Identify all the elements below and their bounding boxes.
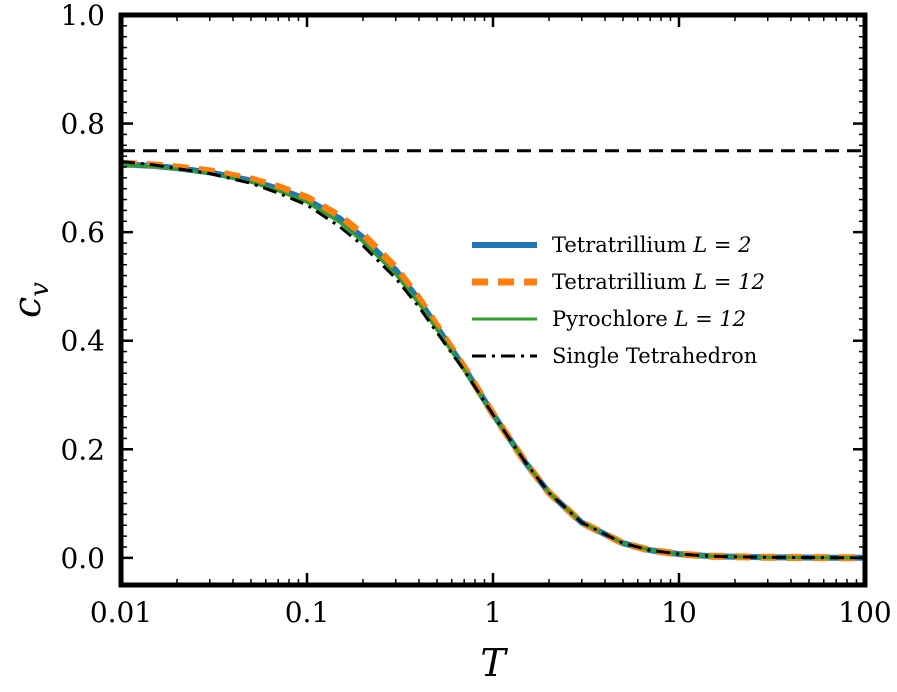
x-axis-title: T: [480, 641, 508, 685]
svg-text:cv: cv: [5, 282, 55, 318]
x-tick-label: 0.01: [90, 596, 152, 629]
legend-label-pyrochlore-l-12: Pyrochlore L = 12: [552, 307, 746, 331]
legend: Tetratrillium L = 2 Tetratrillium L = 12 P…: [472, 233, 765, 368]
x-tick-label: 1: [484, 596, 502, 629]
x-tick-label: 100: [838, 596, 891, 629]
y-tick-label: 0.4: [60, 325, 105, 358]
x-tick-labels: 0.01 0.1 1 10 100: [90, 596, 892, 629]
series-layer: [121, 159, 865, 562]
legend-label-tetratrillium-l-12: Tetratrillium L = 12: [552, 270, 765, 294]
y-tick-labels: 0.0 0.2 0.4 0.6 0.8 1.0: [60, 0, 105, 575]
y-tick-label: 0.8: [60, 108, 105, 141]
y-axis-title: cv: [5, 282, 55, 318]
major-ticks: [119, 13, 867, 585]
y-tick-label: 0.0: [60, 542, 105, 575]
x-tick-label: 10: [661, 596, 697, 629]
y-tick-label: 1.0: [60, 0, 105, 32]
legend-label-single-tetrahedron: Single Tetrahedron: [552, 344, 757, 368]
y-tick-label: 0.6: [60, 216, 105, 249]
y-tick-label: 0.2: [60, 433, 105, 466]
x-tick-label: 0.1: [285, 596, 330, 629]
minor-ticks: [121, 15, 865, 585]
legend-label-tetratrillium-l-2: Tetratrillium L = 2: [552, 233, 752, 257]
series-line-single-tetrahedron: [121, 160, 865, 560]
plot-frame: [118, 12, 868, 588]
